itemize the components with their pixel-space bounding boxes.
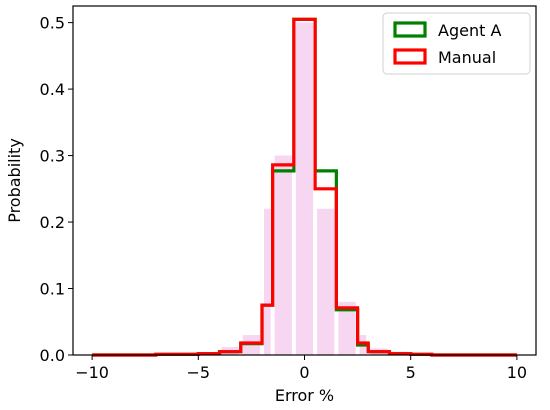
ticks-layer: −10 −5 0 5 10 0.0 0.1 0.2 0.3 0.4 0.5 (40, 14, 528, 382)
y-tick-label: 0.5 (40, 14, 65, 33)
x-tick-label: 10 (507, 363, 527, 382)
background-bar (295, 22, 314, 355)
legend-box (382, 12, 531, 75)
y-tick-label: 0.2 (40, 213, 65, 232)
y-axis-title: Probability (5, 138, 24, 223)
legend: Agent A Manual (382, 12, 531, 75)
y-tick-label: 0.4 (40, 80, 65, 99)
background-bar (264, 208, 271, 355)
background-bar (317, 208, 335, 355)
y-tick-label: 0.1 (40, 280, 65, 299)
x-tick-label: 0 (299, 363, 309, 382)
x-tick-label: −5 (187, 363, 211, 382)
legend-swatch (393, 21, 427, 38)
y-tick-label: 0.0 (40, 346, 65, 365)
y-tick-label: 0.3 (40, 147, 65, 166)
legend-swatch (393, 48, 427, 65)
series-step-manual (92, 17, 517, 357)
x-tick-label: −10 (75, 363, 109, 382)
x-tick-label: 5 (406, 363, 416, 382)
legend-label: Agent A (438, 21, 501, 40)
background-bar (338, 301, 356, 355)
legend-label: Manual (438, 48, 496, 67)
series-layer (92, 17, 517, 357)
background-bar (274, 155, 292, 355)
x-axis-title: Error % (275, 386, 334, 405)
